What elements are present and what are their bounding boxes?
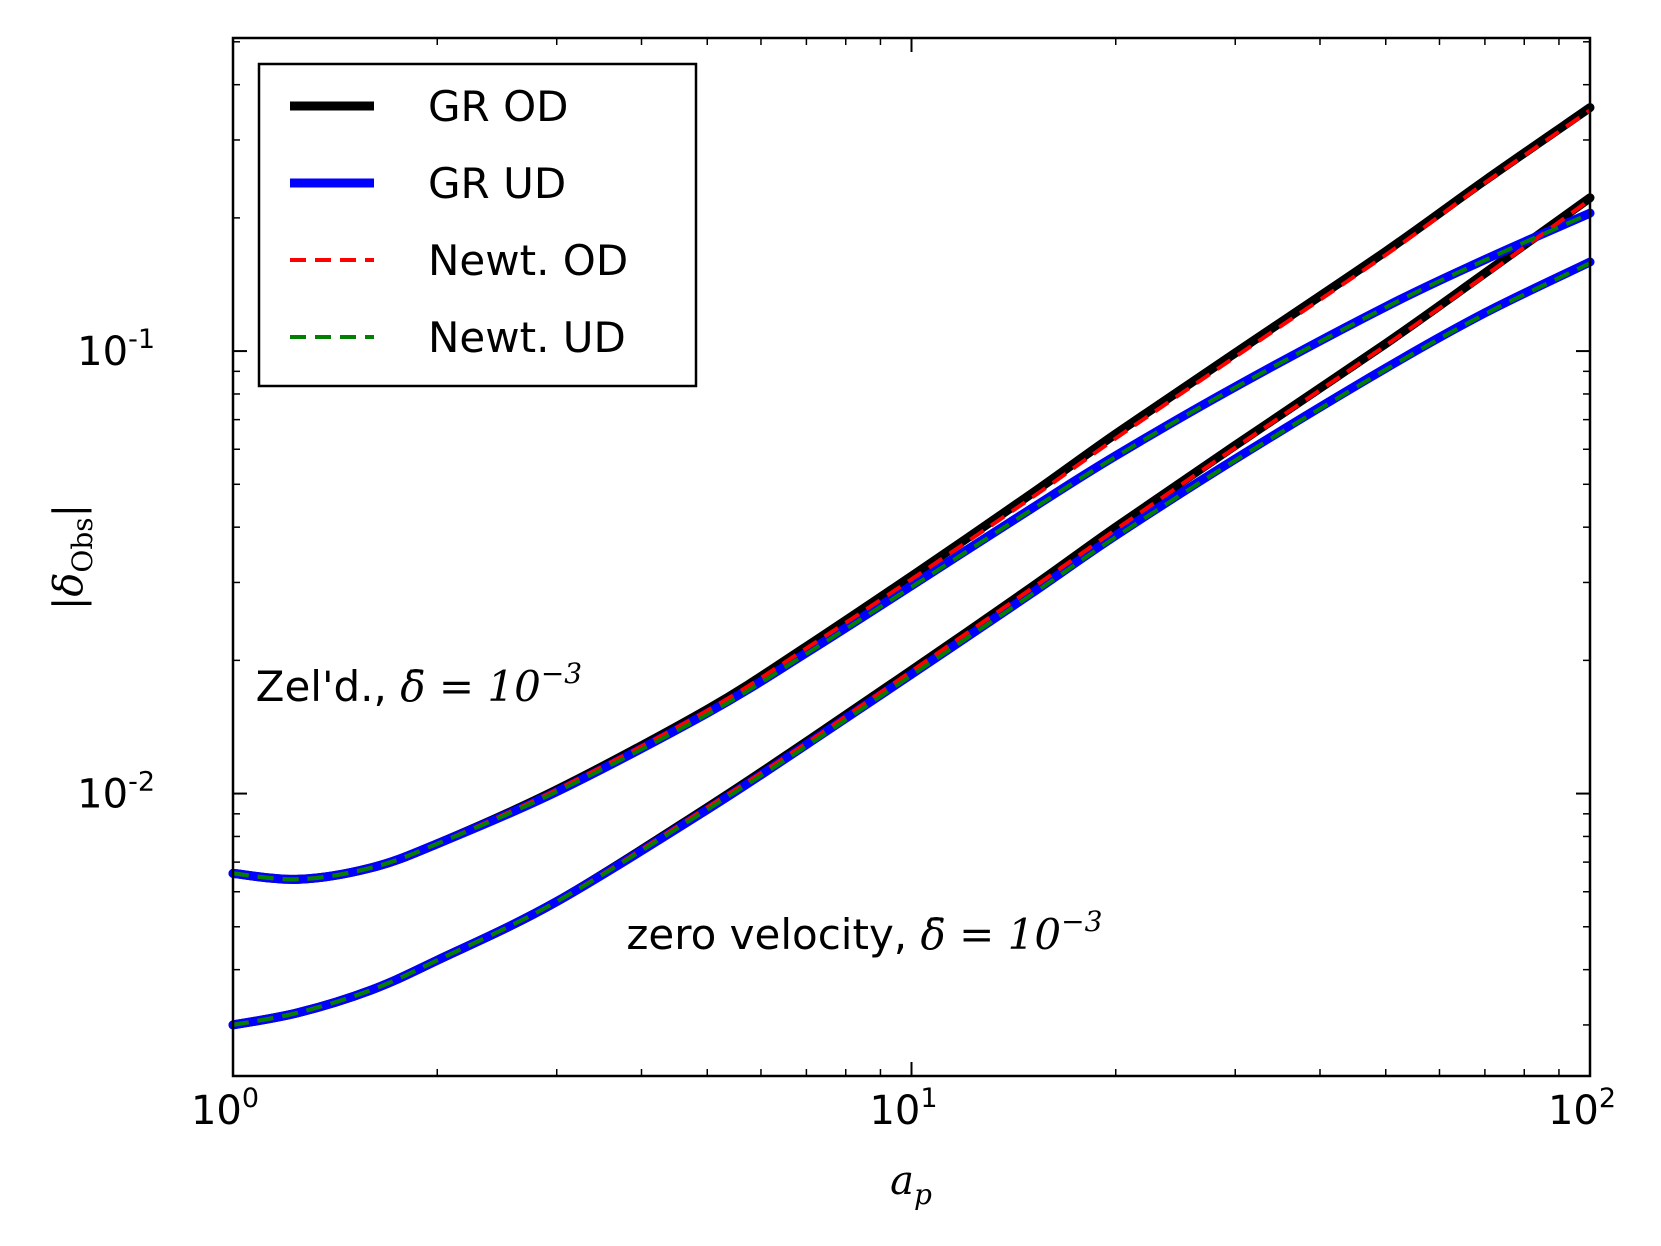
plot-frame xyxy=(231,36,1592,1078)
legend-label: GR UD xyxy=(428,159,566,208)
y-axis-label: |δObs| xyxy=(46,504,99,610)
y-tick-label: 10-2 xyxy=(77,767,155,818)
x-tick-label: 102 xyxy=(1548,1083,1616,1134)
series-layer xyxy=(228,103,1595,1030)
x-tick-label: 101 xyxy=(869,1083,937,1134)
series-line-newt-ud-zero-velocity xyxy=(232,261,1591,1027)
annotation-2: zero velocity, δ̄ = 10−3 xyxy=(626,905,1102,959)
series-line-newt-ud-zel-d- xyxy=(232,211,1591,882)
legend-label: Newt. UD xyxy=(428,313,626,362)
legend-frame xyxy=(257,62,698,388)
legend-label: GR OD xyxy=(428,82,568,131)
x-tick-label: 100 xyxy=(191,1083,259,1134)
y-tick-label: 10-1 xyxy=(77,324,155,375)
annotations: Zel'd., δ̄ = 10−3 zero velocity, δ̄ = 10−… xyxy=(256,657,1103,959)
x-axis-label: ap xyxy=(890,1158,932,1211)
svg-text:|δObs|: |δObs| xyxy=(46,504,99,610)
legend: GR OD GR UD Newt. OD Newt. UD xyxy=(257,62,698,388)
legend-label: Newt. OD xyxy=(428,236,628,285)
series-line-newt-od-zero-velocity xyxy=(232,197,1592,1027)
annotation-1: Zel'd., δ̄ = 10−3 xyxy=(256,657,582,711)
